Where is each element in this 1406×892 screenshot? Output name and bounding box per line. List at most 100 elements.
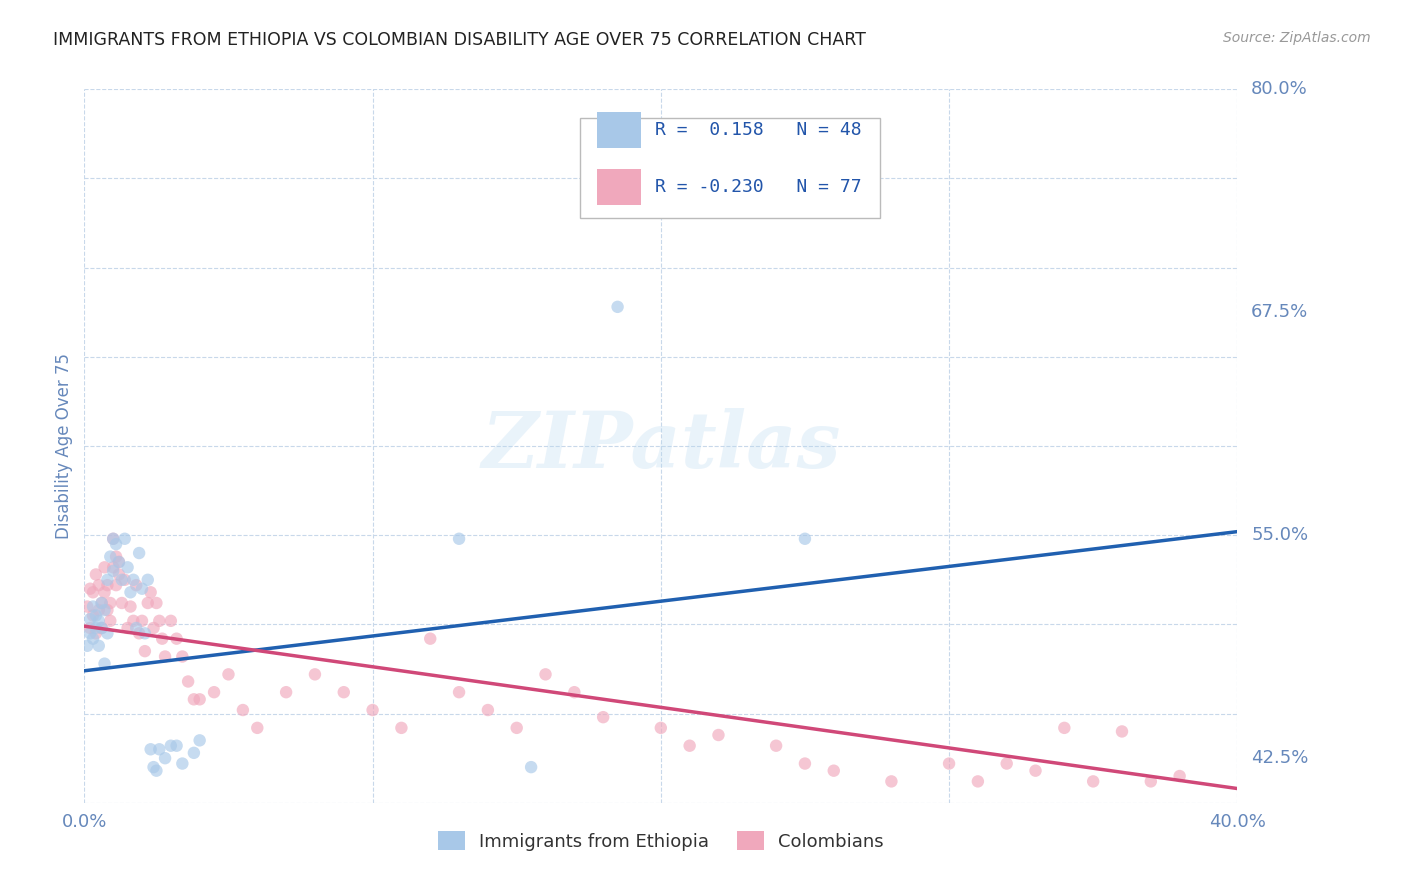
- Point: [93, 560, 115, 574]
- Point: [76, 599, 98, 614]
- Point: [153, 751, 176, 765]
- Point: [114, 532, 136, 546]
- Point: [131, 582, 153, 596]
- Point: [592, 710, 614, 724]
- Point: [120, 585, 142, 599]
- Y-axis label: Disability Age Over 75: Disability Age Over 75: [55, 353, 73, 539]
- Point: [84, 608, 107, 623]
- Text: 80.0%: 80.0%: [1251, 80, 1308, 98]
- Point: [120, 599, 142, 614]
- Point: [391, 721, 413, 735]
- Point: [232, 703, 254, 717]
- Point: [166, 632, 188, 646]
- Point: [166, 739, 188, 753]
- Point: [84, 621, 107, 635]
- Point: [82, 608, 104, 623]
- Point: [76, 639, 98, 653]
- Point: [765, 739, 787, 753]
- Point: [290, 853, 312, 867]
- Text: R = -0.230   N = 77: R = -0.230 N = 77: [655, 178, 862, 196]
- Point: [153, 649, 176, 664]
- Point: [105, 537, 128, 551]
- Text: 67.5%: 67.5%: [1251, 303, 1309, 321]
- Legend: Immigrants from Ethiopia, Colombians: Immigrants from Ethiopia, Colombians: [430, 824, 891, 858]
- Point: [87, 614, 110, 628]
- Point: [90, 621, 112, 635]
- Point: [333, 685, 356, 699]
- Point: [967, 774, 990, 789]
- Point: [1168, 769, 1191, 783]
- Point: [650, 721, 672, 735]
- Point: [111, 596, 134, 610]
- Point: [90, 621, 112, 635]
- Point: [145, 596, 167, 610]
- Point: [1140, 774, 1163, 789]
- Point: [136, 596, 159, 610]
- Point: [90, 596, 112, 610]
- Point: [1111, 724, 1133, 739]
- Point: [183, 746, 205, 760]
- Point: [128, 546, 150, 560]
- Point: [304, 667, 326, 681]
- Point: [105, 578, 128, 592]
- Point: [202, 685, 225, 699]
- Point: [93, 585, 115, 599]
- Point: [105, 549, 128, 564]
- Point: [122, 573, 145, 587]
- Point: [823, 764, 845, 778]
- Point: [520, 760, 543, 774]
- Text: ZIPatlas: ZIPatlas: [481, 408, 841, 484]
- Point: [1053, 721, 1076, 735]
- Point: [79, 626, 101, 640]
- Point: [1083, 774, 1105, 789]
- Point: [108, 567, 131, 582]
- Point: [188, 692, 211, 706]
- Point: [103, 532, 124, 546]
- Point: [419, 632, 441, 646]
- Point: [183, 692, 205, 706]
- Point: [108, 555, 131, 569]
- Point: [880, 774, 903, 789]
- Text: Source: ZipAtlas.com: Source: ZipAtlas.com: [1223, 31, 1371, 45]
- Point: [177, 674, 200, 689]
- Point: [246, 840, 269, 855]
- Point: [707, 728, 730, 742]
- Point: [564, 685, 586, 699]
- Point: [139, 742, 162, 756]
- Point: [87, 603, 110, 617]
- Point: [125, 578, 148, 592]
- Point: [148, 742, 170, 756]
- Point: [506, 721, 529, 735]
- Point: [84, 626, 107, 640]
- Point: [134, 626, 156, 640]
- Point: [679, 739, 702, 753]
- Point: [128, 626, 150, 640]
- Point: [117, 560, 139, 574]
- Point: [534, 667, 557, 681]
- Point: [114, 573, 136, 587]
- Point: [96, 573, 118, 587]
- Point: [122, 614, 145, 628]
- Point: [93, 657, 115, 671]
- Text: IMMIGRANTS FROM ETHIOPIA VS COLOMBIAN DISABILITY AGE OVER 75 CORRELATION CHART: IMMIGRANTS FROM ETHIOPIA VS COLOMBIAN DI…: [53, 31, 866, 49]
- Point: [103, 532, 124, 546]
- Point: [103, 560, 124, 574]
- Point: [218, 831, 240, 846]
- Point: [84, 567, 107, 582]
- Point: [160, 614, 183, 628]
- Point: [995, 756, 1018, 771]
- Point: [794, 756, 817, 771]
- Bar: [598, 112, 641, 148]
- Point: [160, 739, 183, 753]
- Point: [93, 603, 115, 617]
- Point: [96, 626, 118, 640]
- Point: [136, 573, 159, 587]
- Point: [82, 599, 104, 614]
- Point: [218, 667, 240, 681]
- Bar: [598, 169, 641, 205]
- Point: [108, 555, 131, 569]
- Point: [79, 612, 101, 626]
- Point: [87, 578, 110, 592]
- Point: [276, 685, 298, 699]
- Point: [139, 585, 162, 599]
